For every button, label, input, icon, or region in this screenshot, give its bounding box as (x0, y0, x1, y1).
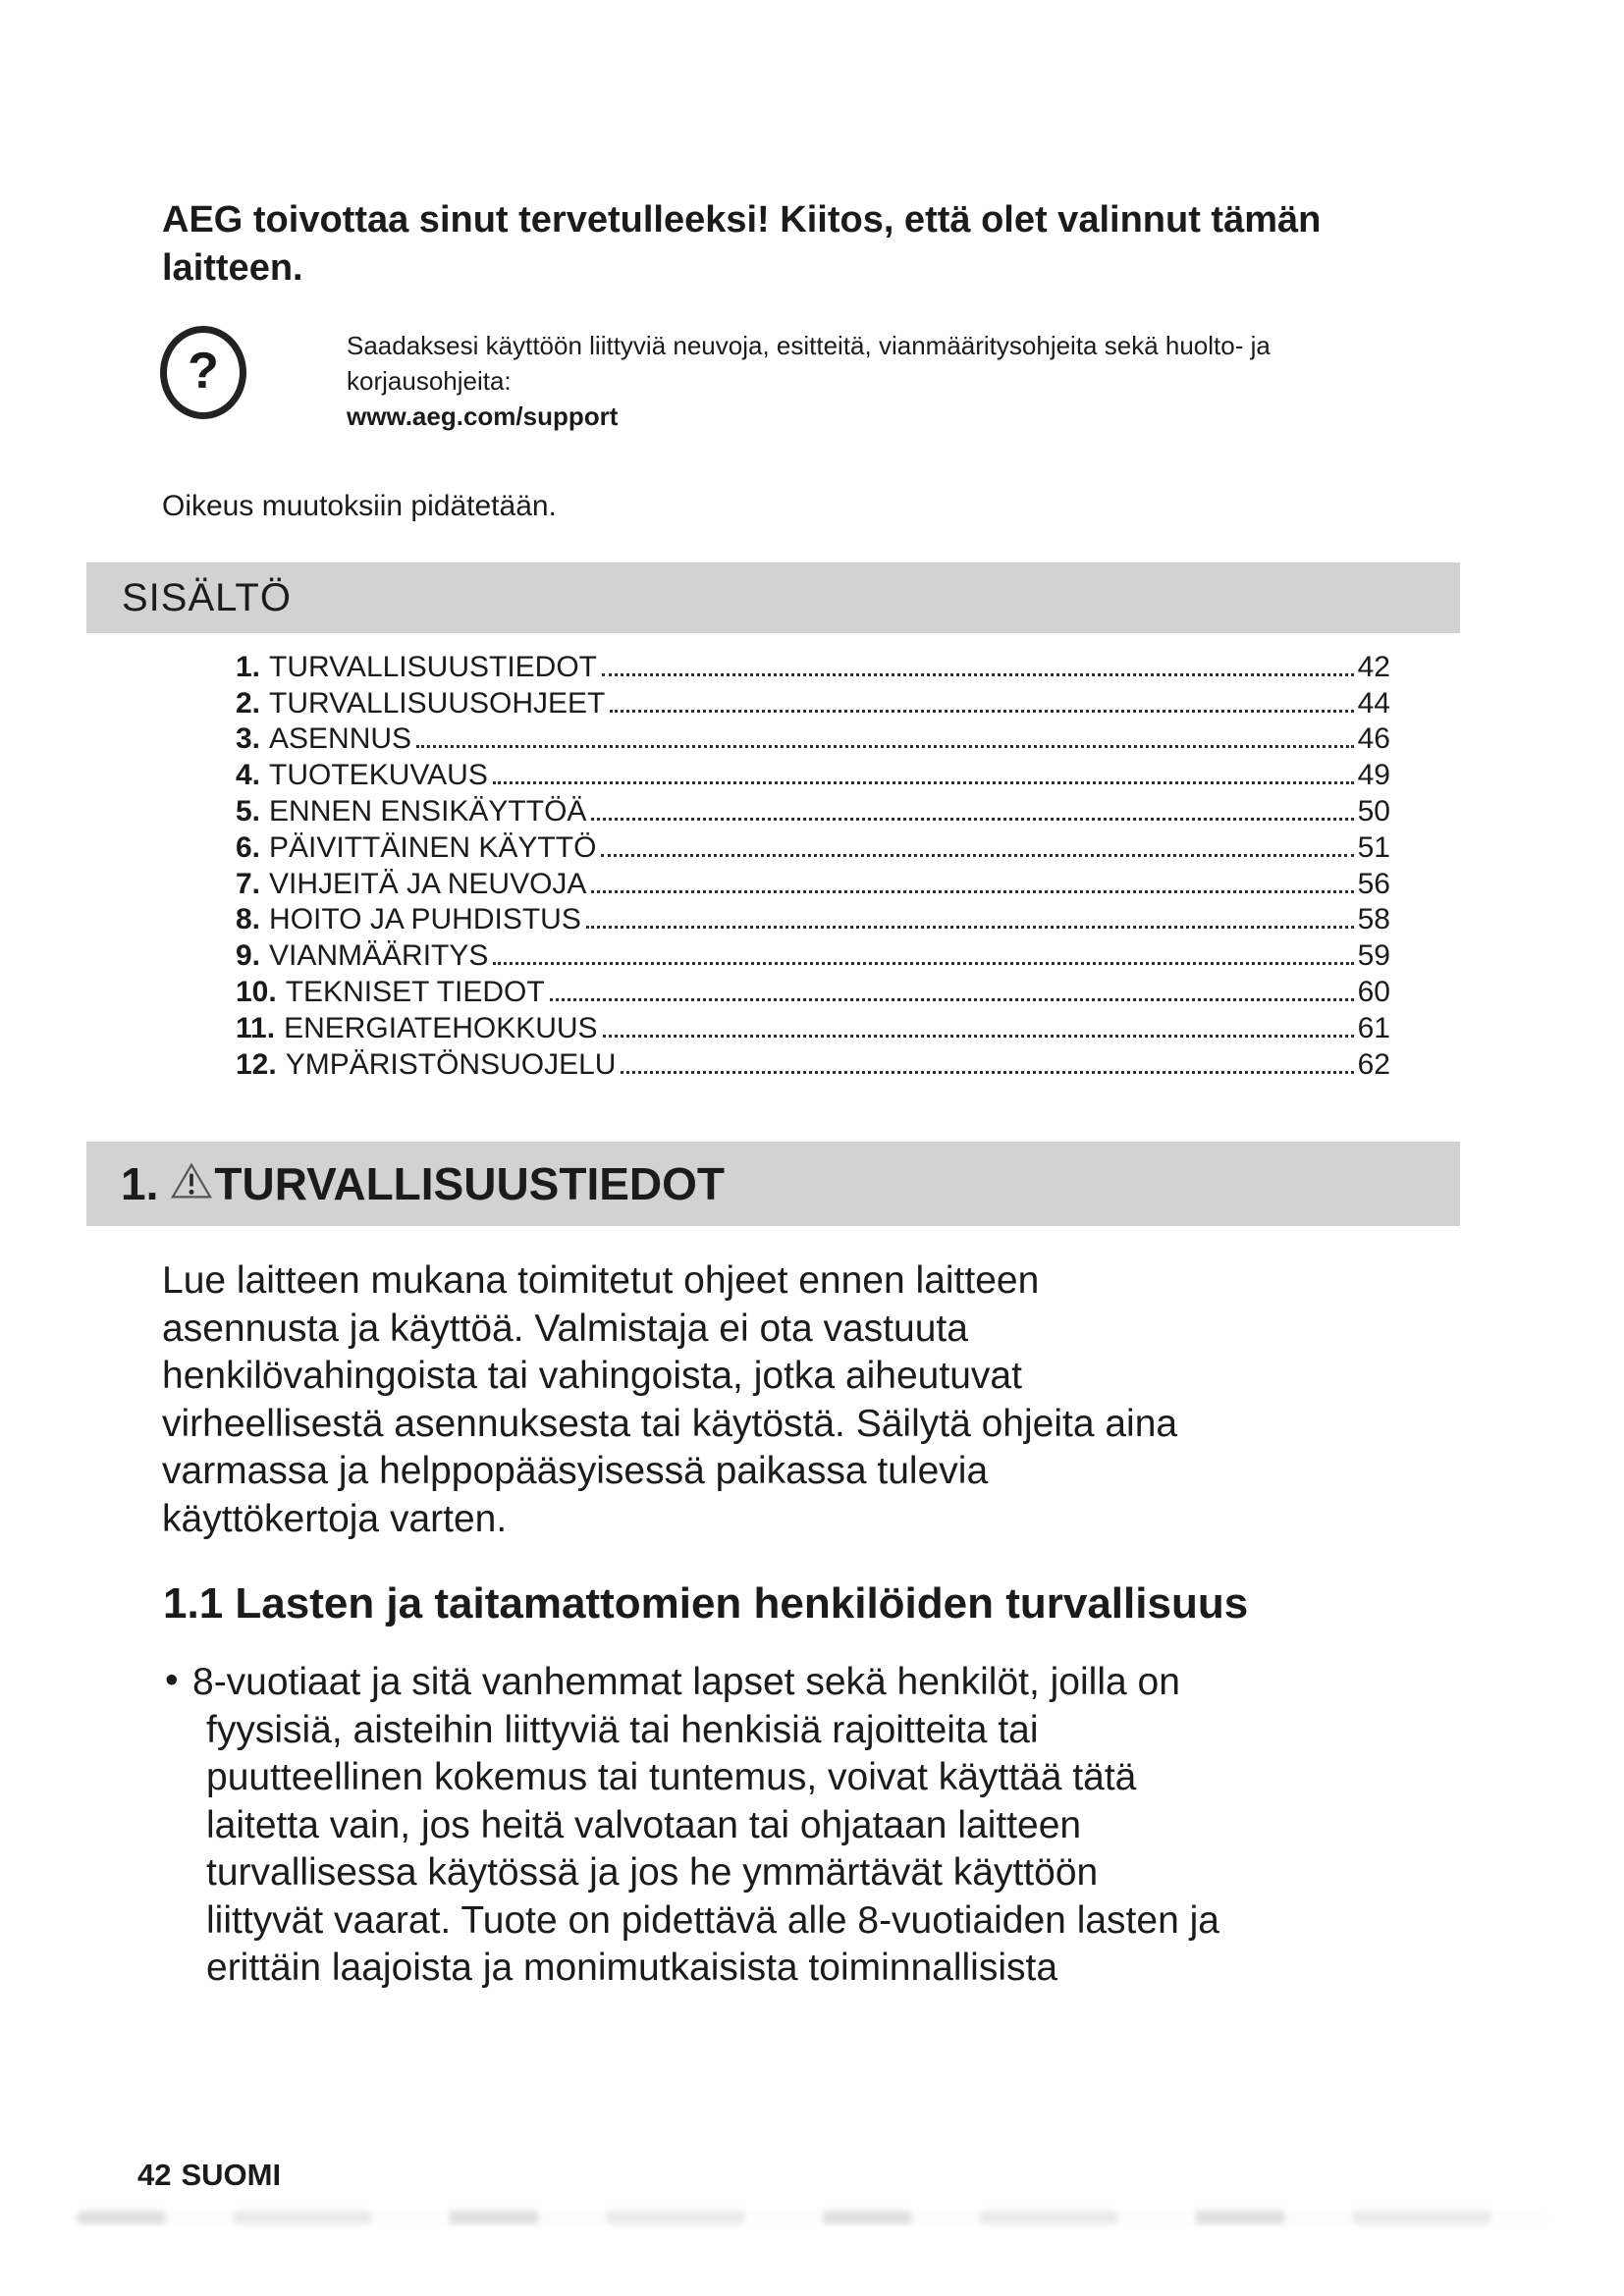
toc-item-number: 2. (236, 686, 261, 720)
toc-item-number: 11. (236, 1011, 276, 1044)
toc-leader-dots (585, 926, 1354, 930)
toc-item-page: 59 (1357, 939, 1390, 973)
section-intro-paragraph: Lue laitteen mukana toimitetut ohjeet en… (162, 1259, 1178, 1540)
page-footer: 42 SUOMI (137, 2158, 291, 2193)
toc-leader-dots (591, 889, 1354, 893)
support-text: Saadaksesi käyttöön liittyviä neuvoja, e… (347, 331, 1271, 396)
toc-item-number: 7. (236, 867, 261, 900)
toc-item-label: ENERGIATEHOKKUUS (284, 1011, 598, 1044)
toc-item-number: 4. (236, 759, 261, 792)
toc-item[interactable]: 8. HOITO JA PUHDISTUS 58 (236, 901, 1390, 937)
question-mark-glyph: ? (188, 342, 219, 400)
subsection-1-1-heading: 1.1 Lasten ja taitamattomien henkilöiden… (163, 1579, 1249, 1628)
toc-item-number: 5. (236, 794, 261, 828)
welcome-heading: AEG toivottaa sinut tervetulleeksi! Kiit… (162, 199, 1322, 289)
toc-item-number: 8. (236, 903, 261, 936)
toc-leader-dots (492, 781, 1354, 785)
toc-item-page: 49 (1357, 759, 1390, 792)
section-number: 1. (121, 1158, 159, 1209)
toc-item-number: 12. (236, 1047, 277, 1081)
toc-item[interactable]: 11. ENERGIATEHOKKUUS 61 (236, 1009, 1390, 1045)
toc-item-number: 10. (236, 975, 277, 1008)
toc-item-page: 62 (1357, 1047, 1390, 1081)
toc-item-number: 9. (236, 939, 261, 973)
toc-item-page: 61 (1357, 1011, 1390, 1044)
toc-item-page: 50 (1357, 794, 1390, 828)
toc-item[interactable]: 10. TEKNISET TIEDOT 60 (236, 973, 1390, 1009)
toc-band: SISÄLTÖ (86, 562, 1460, 633)
toc-item-label: VIHJEITÄ JA NEUVOJA (269, 867, 587, 900)
toc-leader-dots (602, 1034, 1354, 1038)
toc-item-label: TURVALLISUUSTIEDOT (269, 650, 597, 683)
toc-item[interactable]: 1. TURVALLISUUSTIEDOT 42 (236, 648, 1390, 684)
section-1-band: 1. TURVALLISUUSTIEDOT (86, 1142, 1460, 1226)
toc-leader-dots (610, 709, 1354, 713)
toc-item-label: ENNEN ENSIKÄYTTÖÄ (269, 794, 587, 828)
scan-artifact-smudge (77, 2211, 1547, 2224)
toc-item-label: TUOTEKUVAUS (269, 759, 488, 792)
bullet-marker: • (165, 1659, 179, 1701)
toc-item-label: TURVALLISUUSOHJEET (269, 686, 606, 720)
toc-title: SISÄLTÖ (122, 575, 292, 619)
warning-triangle-icon (171, 1162, 213, 1199)
table-of-contents: 1. TURVALLISUUSTIEDOT 42 2. TURVALLISUUS… (236, 648, 1390, 1082)
bullet-text-continuation: fyysisiä, aisteihin liittyviä tai henkis… (206, 1708, 1219, 1990)
footer-page-number: 42 (137, 2158, 172, 2192)
toc-item[interactable]: 7. VIHJEITÄ JA NEUVOJA 56 (236, 865, 1390, 901)
toc-item-label: VIANMÄÄRITYS (269, 939, 489, 973)
toc-item-label: HOITO JA PUHDISTUS (269, 903, 581, 936)
question-mark-icon: ? (160, 326, 246, 419)
toc-item-page: 60 (1357, 975, 1390, 1008)
rights-note: Oikeus muutoksiin pidätetään. (162, 490, 557, 522)
toc-leader-dots (549, 997, 1354, 1001)
toc-item-page: 44 (1357, 686, 1390, 720)
support-url-link[interactable]: www.aeg.com/support (347, 401, 619, 431)
toc-item-label: TEKNISET TIEDOT (285, 975, 545, 1008)
toc-item[interactable]: 5. ENNEN ENSIKÄYTTÖÄ 50 (236, 792, 1390, 828)
toc-item-page: 56 (1357, 867, 1390, 900)
toc-item-number: 3. (236, 722, 261, 756)
footer-language: SUOMI (181, 2158, 282, 2192)
toc-item[interactable]: 4. TUOTEKUVAUS 49 (236, 756, 1390, 792)
toc-item-page: 51 (1357, 830, 1390, 864)
toc-item-number: 6. (236, 830, 261, 864)
toc-item-label: ASENNUS (269, 722, 412, 756)
toc-item[interactable]: 6. PÄIVITTÄINEN KÄYTTÖ 51 (236, 828, 1390, 865)
toc-leader-dots (621, 1070, 1354, 1074)
toc-item-page: 58 (1357, 903, 1390, 936)
toc-item[interactable]: 12. YMPÄRISTÖNSUOJELU 62 (236, 1045, 1390, 1082)
toc-leader-dots (591, 817, 1354, 821)
toc-item-label: YMPÄRISTÖNSUOJELU (285, 1047, 617, 1081)
bullet-text-first-line: 8-vuotiaat ja sitä vanhemmat lapset sekä… (192, 1661, 1180, 1703)
toc-item-label: PÄIVITTÄINEN KÄYTTÖ (269, 830, 597, 864)
list-item: • 8-vuotiaat ja sitä vanhemmat lapset se… (163, 1659, 1577, 1993)
toc-item-page: 46 (1357, 722, 1390, 756)
toc-leader-dots (602, 672, 1354, 676)
toc-item[interactable]: 9. VIANMÄÄRITYS 59 (236, 936, 1390, 973)
toc-leader-dots (416, 745, 1354, 749)
toc-leader-dots (493, 962, 1354, 966)
toc-leader-dots (601, 853, 1354, 857)
section-title: TURVALLISUUSTIEDOT (214, 1158, 726, 1209)
toc-item[interactable]: 3. ASENNUS 46 (236, 721, 1390, 757)
toc-item[interactable]: 2. TURVALLISUUSOHJEET 44 (236, 684, 1390, 721)
toc-item-page: 42 (1357, 650, 1390, 683)
toc-item-number: 1. (236, 650, 261, 683)
